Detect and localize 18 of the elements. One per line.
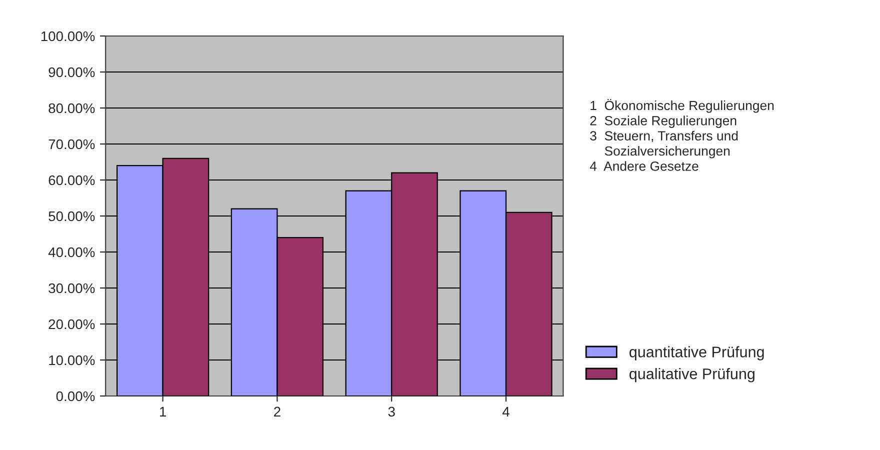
text: 1 Ökonomische Regulierungen 2 Soziale Regulierungen 3 Steuern, Transfers und Sozialversicherungen 4 Andere Gesetze: [590, 99, 774, 171]
y-tick-label: 20.00%: [48, 319, 95, 330]
y-tick-label: 80.00%: [48, 103, 95, 114]
legend-label: quantitative Prüfung: [630, 346, 764, 360]
x-tick-label: 3: [388, 406, 395, 417]
legend-label: qualitative Prüfung: [630, 368, 754, 382]
x-tick-label: 1: [160, 406, 166, 416]
y-tick-label: 40.00%: [48, 247, 95, 258]
y-tick-label: 50.00%: [48, 211, 95, 222]
y-tick-label: 10.00%: [49, 355, 95, 366]
y-tick-label: 30.00%: [48, 283, 95, 294]
x-tick-label: 4: [502, 406, 510, 416]
x-tick-label: 2: [274, 406, 280, 416]
y-tick-label: 60.00%: [48, 175, 95, 186]
y-tick-label: 70.00%: [48, 139, 95, 150]
y-tick-label: 0.00%: [56, 391, 95, 402]
y-tick-label: 100.00%: [41, 31, 95, 42]
y-tick-label: 90.00%: [48, 67, 95, 78]
